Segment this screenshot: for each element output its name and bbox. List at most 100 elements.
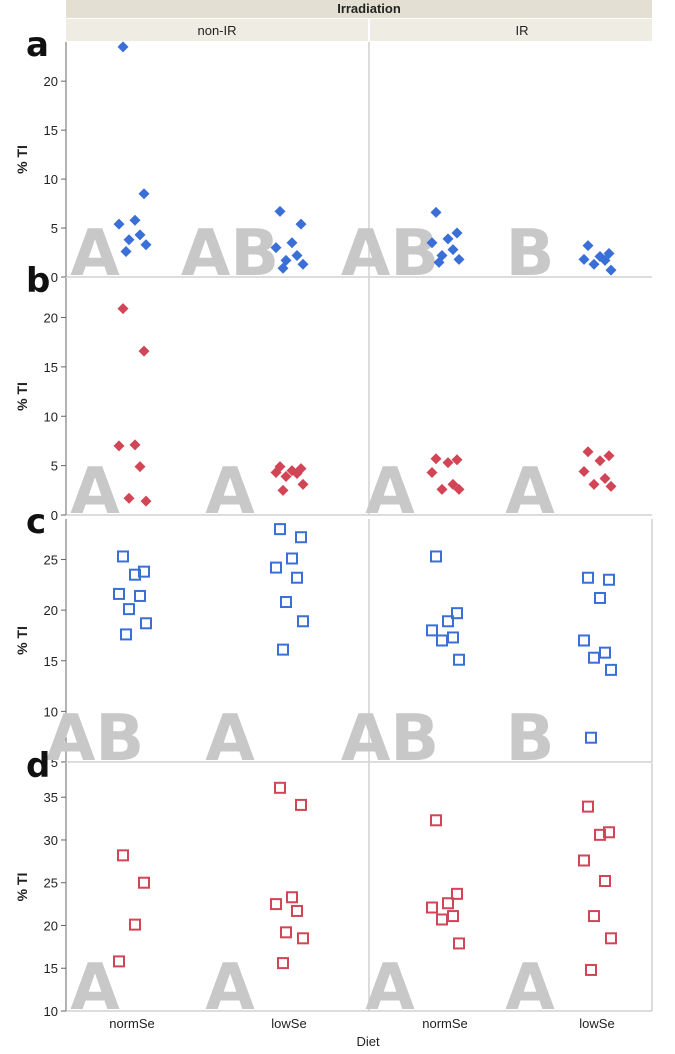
- y-tick-label: 5: [51, 755, 58, 770]
- data-point: [594, 591, 606, 604]
- y-tick-label: 15: [44, 360, 58, 375]
- y-tick-label: 15: [44, 654, 58, 669]
- data-point: [582, 446, 594, 458]
- data-point: [295, 531, 307, 544]
- data-point: [436, 634, 448, 647]
- panel-c: 5 10 15 20 25 % TI c AB A AB B: [14, 502, 653, 776]
- significance-letter: B: [506, 702, 555, 776]
- data-point: [605, 932, 617, 945]
- data-point: [605, 264, 617, 276]
- y-tick-label: 0: [51, 508, 58, 523]
- data-point: [129, 568, 141, 581]
- data-point: [270, 561, 282, 574]
- data-point: [134, 461, 146, 473]
- significance-letter: B: [506, 217, 555, 291]
- significance-letter: A: [505, 951, 555, 1025]
- x-axis-label: Diet: [356, 1034, 380, 1049]
- data-point: [280, 470, 292, 482]
- data-point: [447, 910, 459, 923]
- x-category-non-ir-lowse: lowSe: [271, 1016, 306, 1031]
- data-point: [588, 478, 600, 490]
- data-point: [436, 913, 448, 926]
- x-category-ir-lowse: lowSe: [579, 1016, 614, 1031]
- data-point: [286, 237, 298, 249]
- facet-header-ir: [370, 19, 652, 41]
- data-point: [451, 227, 463, 239]
- data-point: [123, 234, 135, 246]
- significance-letter: AB: [341, 702, 439, 776]
- y-tick-label: 10: [44, 172, 58, 187]
- data-point: [113, 440, 125, 452]
- data-point: [274, 523, 286, 536]
- data-point: [442, 615, 454, 628]
- y-tick-label: 20: [44, 918, 58, 933]
- data-point: [430, 814, 442, 827]
- data-point: [453, 653, 465, 666]
- data-point: [426, 901, 438, 914]
- x-category-non-ir-normse: normSe: [109, 1016, 155, 1031]
- y-axis-label: % TI: [14, 873, 30, 902]
- y-tick-label: 15: [44, 123, 58, 138]
- data-point: [451, 454, 463, 466]
- significance-letter: A: [205, 951, 255, 1025]
- data-point: [123, 492, 135, 504]
- data-point: [447, 244, 459, 256]
- y-axis-label: % TI: [14, 626, 30, 655]
- y-tick-label: 20: [44, 311, 58, 326]
- data-point: [588, 258, 600, 270]
- data-point: [426, 237, 438, 249]
- y-tick-label: 35: [44, 790, 58, 805]
- data-point: [436, 483, 448, 495]
- panel-letter-d: d: [26, 746, 50, 786]
- significance-letter: AB: [341, 217, 439, 291]
- data-point: [117, 550, 129, 563]
- data-point: [594, 455, 606, 467]
- x-category-ir-normse: normSe: [422, 1016, 468, 1031]
- data-point: [605, 663, 617, 676]
- data-point: [447, 631, 459, 644]
- data-point: [451, 607, 463, 620]
- data-point: [138, 188, 150, 200]
- data-point: [270, 898, 282, 911]
- data-point: [274, 205, 286, 217]
- facet-header-non-ir: [66, 19, 368, 41]
- data-point: [453, 937, 465, 950]
- data-point: [599, 472, 611, 484]
- significance-letter: A: [365, 455, 415, 529]
- data-point: [138, 876, 150, 889]
- significance-letter: A: [505, 455, 555, 529]
- y-tick-label: 5: [51, 459, 58, 474]
- data-point: [605, 480, 617, 492]
- y-tick-label: 10: [44, 1004, 58, 1019]
- data-point: [585, 963, 597, 976]
- data-point: [453, 483, 465, 495]
- data-point: [430, 453, 442, 465]
- data-point: [277, 957, 289, 970]
- data-point: [442, 897, 454, 910]
- data-point: [578, 634, 590, 647]
- data-point: [582, 571, 594, 584]
- data-point: [426, 624, 438, 637]
- data-point: [297, 615, 309, 628]
- data-point: [286, 552, 298, 565]
- y-axis-label: % TI: [14, 145, 30, 174]
- panel-a: 0 5 10 15 20 % TI a A AB AB B: [14, 25, 652, 291]
- data-point: [274, 781, 286, 794]
- data-point: [117, 849, 129, 862]
- panel-letter-b: b: [26, 261, 50, 301]
- y-tick-label: 0: [51, 270, 58, 285]
- data-point: [295, 218, 307, 230]
- data-point: [270, 467, 282, 479]
- facet-label-non-ir: non-IR: [197, 23, 236, 38]
- data-point: [113, 218, 125, 230]
- data-point: [129, 918, 141, 931]
- y-tick-label: 10: [44, 704, 58, 719]
- significance-letter: A: [70, 455, 120, 529]
- data-point: [117, 41, 129, 53]
- data-point: [140, 239, 152, 251]
- panel-d: 10 15 20 25 30 35 % TI d A A A A: [14, 746, 653, 1025]
- data-point: [594, 828, 606, 841]
- data-point: [140, 617, 152, 630]
- data-point: [291, 249, 303, 261]
